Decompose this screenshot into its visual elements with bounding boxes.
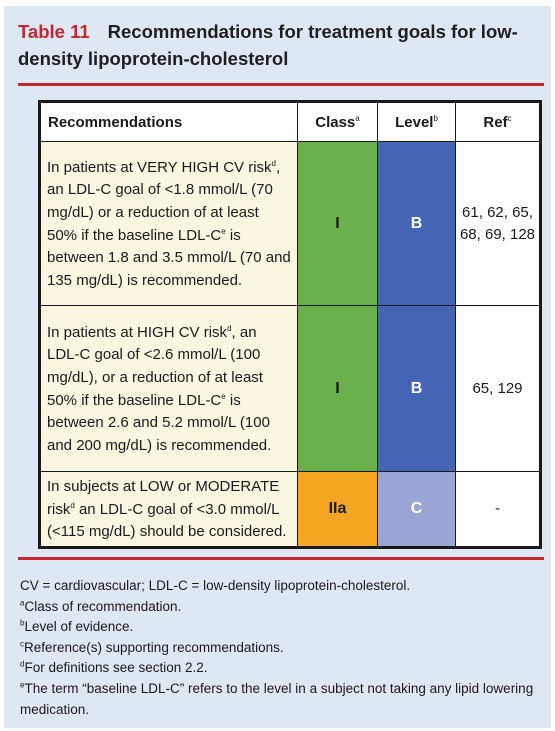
table-row: In patients at VERY HIGH CV riskd, an LD… <box>40 141 540 306</box>
footnote-b: bLevel of evidence. <box>20 618 134 635</box>
header-ref-sup: c <box>507 113 512 123</box>
footnote-c: cReference(s) supporting recommendations… <box>20 639 284 655</box>
recommendations-table: Recommendations Classa Levelb Refc In pa… <box>38 100 542 549</box>
header-class: Classa <box>297 102 378 142</box>
top-divider <box>18 83 544 86</box>
class-cell: I <box>297 141 378 306</box>
table-row: In subjects at LOW or MODERATE riskd an … <box>40 471 540 547</box>
ref-cell: 61, 62, 65, 68, 69, 128 <box>455 141 540 306</box>
recommendation-cell: In subjects at LOW or MODERATE riskd an … <box>40 471 298 547</box>
class-cell: IIa <box>297 471 378 547</box>
class-cell: I <box>297 305 378 472</box>
table-title-text: Recommendations for treatment goals for … <box>18 21 518 69</box>
ref-cell: - <box>455 471 540 547</box>
footnote-a: aClass of recommendation. <box>20 598 182 614</box>
recommendation-cell: In patients at HIGH CV riskd, an LDL-C g… <box>40 305 298 472</box>
table-title: Table 11 Recommendations for treatment go… <box>18 18 543 72</box>
recommendation-cell: In patients at VERY HIGH CV riskd, an LD… <box>40 141 298 306</box>
footnote-e: eThe term “baseline LDL-C” refers to the… <box>20 680 534 717</box>
table-row: In patients at HIGH CV riskd, an LDL-C g… <box>40 305 540 472</box>
table-panel: Table 11 Recommendations for treatment go… <box>4 6 551 728</box>
table-number: Table 11 <box>18 21 90 42</box>
bottom-divider <box>18 557 544 560</box>
ref-cell: 65, 129 <box>455 305 540 472</box>
level-cell: C <box>377 471 456 547</box>
header-class-sup: a <box>355 113 360 123</box>
footnotes: CV = cardiovascular; LDL-C = low-density… <box>20 576 540 720</box>
footnote-abbreviations: CV = cardiovascular; LDL-C = low-density… <box>20 578 411 593</box>
level-cell: B <box>377 305 456 472</box>
level-cell: B <box>377 141 456 306</box>
footnote-d: dFor definitions see section 2.2. <box>20 659 208 676</box>
table-header-row: Recommendations Classa Levelb Refc <box>40 102 540 142</box>
header-level-sup: b <box>433 113 438 123</box>
header-ref: Refc <box>455 102 540 142</box>
header-level: Levelb <box>377 102 456 142</box>
header-recommendations: Recommendations <box>40 102 298 142</box>
